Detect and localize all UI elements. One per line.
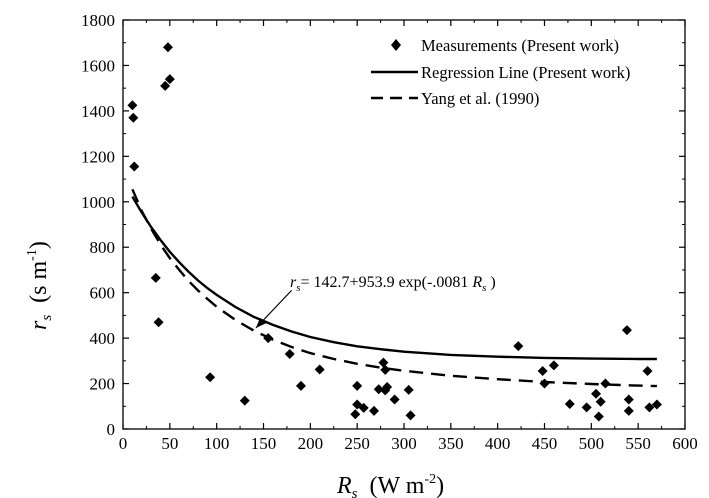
x-tick-label: 450: [532, 434, 558, 453]
measurement-point: [284, 349, 295, 360]
series-lines: [131, 188, 657, 388]
x-tick-label: 400: [485, 434, 511, 453]
series-line-regression: [131, 195, 657, 361]
measurement-point: [378, 357, 389, 368]
measurement-point: [164, 74, 175, 85]
measurement-point: [129, 161, 140, 172]
measurement-point: [403, 384, 414, 395]
measurement-point: [358, 402, 369, 413]
y-tick-label: 1600: [81, 56, 115, 75]
measurement-point: [600, 378, 611, 389]
legend-label-measurements: Measurements (Present work): [421, 36, 619, 55]
measurement-point: [369, 405, 380, 416]
x-tick-label: 100: [204, 434, 230, 453]
measurement-point: [537, 366, 548, 377]
x-axis-ticks: 0 50 100 150 200 250 300 350 400 450 500 550 600: [119, 20, 698, 453]
y-tick-label: 1000: [81, 193, 115, 212]
series-points: [127, 42, 662, 422]
x-tick-label: 200: [298, 434, 324, 453]
measurement-point: [548, 360, 559, 371]
measurement-point: [623, 394, 634, 405]
y-tick-label: 1800: [81, 11, 115, 30]
measurement-point: [128, 112, 139, 123]
measurement-point: [373, 384, 384, 395]
x-tick-label: 300: [391, 434, 417, 453]
regression-equation-annotation: rs= 142.7+953.9 exp(-.0081 Rs ): [255, 274, 496, 329]
y-axis-ticks: 0 200 400 600 800 1000 1200 1400 1600 1800: [81, 11, 685, 439]
x-tick-label: 150: [251, 434, 277, 453]
y-tick-label: 800: [90, 238, 116, 257]
measurement-point: [160, 80, 171, 91]
measurement-point: [239, 395, 250, 406]
y-tick-label: 400: [90, 329, 116, 348]
measurement-point: [295, 380, 306, 391]
y-tick-label: 1400: [81, 102, 115, 121]
measurement-point: [205, 372, 216, 383]
x-axis-label: Rs (W m-2): [336, 472, 444, 498]
measurement-point: [263, 333, 274, 344]
x-tick-label: 350: [438, 434, 464, 453]
measurement-point: [162, 42, 173, 53]
measurement-point: [382, 381, 393, 392]
measurement-point: [591, 388, 602, 399]
x-tick-label: 500: [579, 434, 605, 453]
measurement-point: [595, 396, 606, 407]
y-tick-label: 600: [90, 284, 116, 303]
regression-equation: rs= 142.7+953.9 exp(-.0081 Rs ): [290, 274, 496, 294]
measurement-point: [127, 100, 138, 111]
legend-marker-measurements: [391, 39, 401, 51]
measurement-point: [314, 364, 325, 375]
measurement-point: [405, 410, 416, 421]
y-tick-label: 200: [90, 375, 116, 394]
measurement-point: [350, 409, 361, 420]
measurement-point: [564, 399, 575, 410]
measurement-point: [651, 399, 662, 410]
legend-label-regression: Regression Line (Present work): [421, 63, 630, 82]
legend-label-yang: Yang et al. (1990): [421, 89, 539, 108]
x-tick-label: 550: [625, 434, 651, 453]
x-tick-label: 50: [161, 434, 178, 453]
x-tick-label: 0: [119, 434, 128, 453]
y-tick-label: 1200: [81, 147, 115, 166]
measurement-point: [621, 325, 632, 336]
measurement-point: [644, 402, 655, 413]
y-tick-label: 0: [107, 420, 116, 439]
annotation-arrow-head: [256, 317, 266, 328]
x-tick-label: 250: [344, 434, 370, 453]
measurement-point: [352, 380, 363, 391]
measurement-point: [153, 317, 164, 328]
legend: Measurements (Present work) Regression L…: [371, 36, 630, 108]
measurement-point: [581, 402, 592, 413]
measurement-point: [389, 394, 400, 405]
measurement-point: [380, 364, 391, 375]
x-tick-label: 600: [672, 434, 698, 453]
measurement-point: [642, 366, 653, 377]
measurement-point: [150, 272, 161, 283]
measurement-point: [623, 405, 634, 416]
measurement-point: [593, 411, 604, 422]
measurement-point: [513, 341, 524, 352]
y-axis-label: rs (s m-1): [25, 241, 55, 330]
measurement-point: [539, 378, 550, 389]
series-line-yang: [131, 188, 657, 388]
